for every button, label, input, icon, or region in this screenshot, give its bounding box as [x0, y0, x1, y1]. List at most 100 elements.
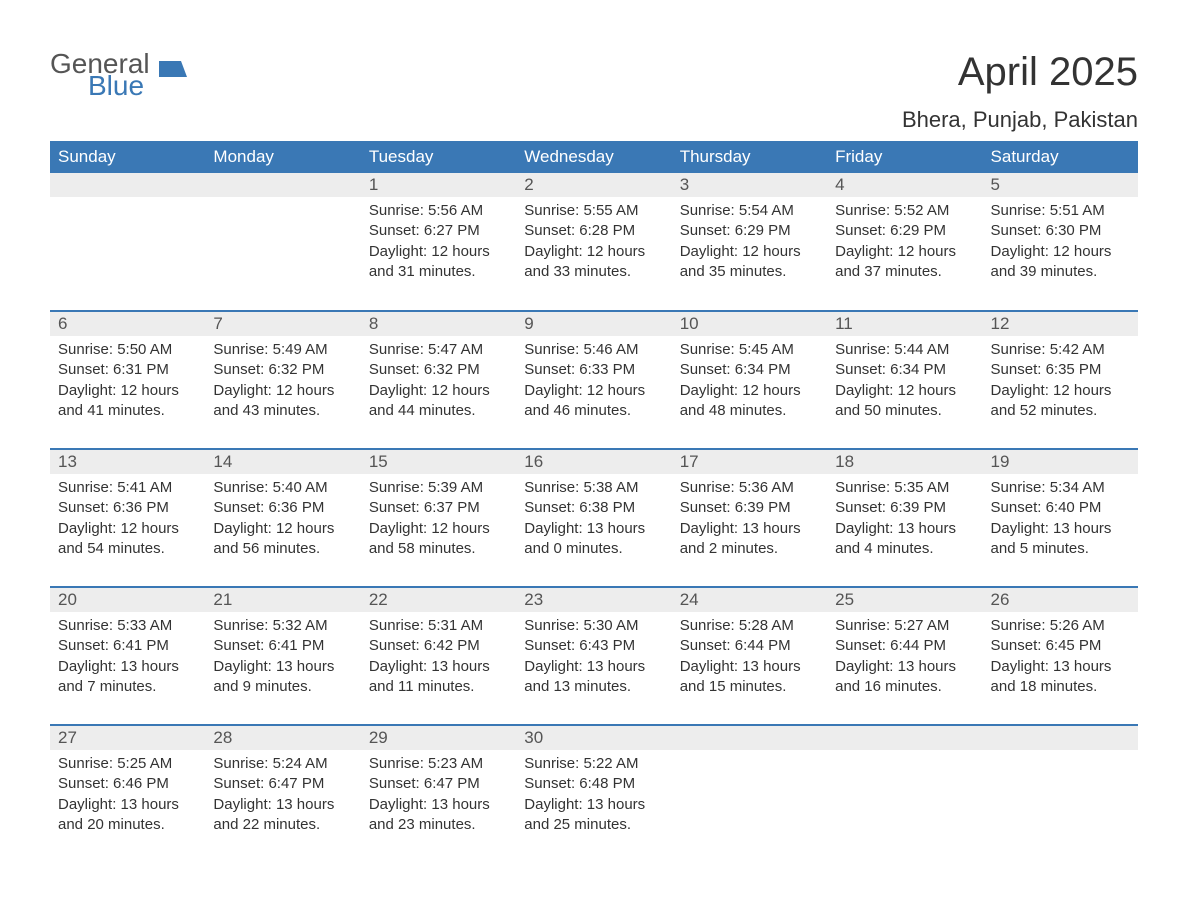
day-number: 8 [361, 312, 516, 336]
day-body: Sunrise: 5:44 AMSunset: 6:34 PMDaylight:… [827, 336, 982, 425]
daylight-line: Daylight: 12 hours and 50 minutes. [835, 381, 974, 422]
daylight-line: Daylight: 13 hours and 4 minutes. [835, 519, 974, 560]
day-number: 25 [827, 588, 982, 612]
day-body: Sunrise: 5:38 AMSunset: 6:38 PMDaylight:… [516, 474, 671, 563]
sunset-line: Sunset: 6:39 PM [680, 498, 819, 518]
sunrise-line: Sunrise: 5:46 AM [524, 340, 663, 360]
calendar-week-row: 6Sunrise: 5:50 AMSunset: 6:31 PMDaylight… [50, 311, 1138, 449]
weekday-header: Sunday [50, 141, 205, 173]
day-body: Sunrise: 5:30 AMSunset: 6:43 PMDaylight:… [516, 612, 671, 701]
sunset-line: Sunset: 6:36 PM [58, 498, 197, 518]
sunrise-line: Sunrise: 5:27 AM [835, 616, 974, 636]
calendar-cell: 13Sunrise: 5:41 AMSunset: 6:36 PMDayligh… [50, 449, 205, 587]
sunrise-line: Sunrise: 5:28 AM [680, 616, 819, 636]
weekday-header: Tuesday [361, 141, 516, 173]
sunset-line: Sunset: 6:34 PM [680, 360, 819, 380]
sunrise-line: Sunrise: 5:44 AM [835, 340, 974, 360]
day-body: Sunrise: 5:31 AMSunset: 6:42 PMDaylight:… [361, 612, 516, 701]
sunset-line: Sunset: 6:35 PM [991, 360, 1130, 380]
day-body: Sunrise: 5:35 AMSunset: 6:39 PMDaylight:… [827, 474, 982, 563]
sunrise-line: Sunrise: 5:47 AM [369, 340, 508, 360]
calendar-cell: 28Sunrise: 5:24 AMSunset: 6:47 PMDayligh… [205, 725, 360, 863]
sunrise-line: Sunrise: 5:23 AM [369, 754, 508, 774]
sunset-line: Sunset: 6:27 PM [369, 221, 508, 241]
day-number: 14 [205, 450, 360, 474]
daylight-line: Daylight: 13 hours and 23 minutes. [369, 795, 508, 836]
daylight-line: Daylight: 12 hours and 52 minutes. [991, 381, 1130, 422]
calendar-cell: 8Sunrise: 5:47 AMSunset: 6:32 PMDaylight… [361, 311, 516, 449]
calendar-cell: 2Sunrise: 5:55 AMSunset: 6:28 PMDaylight… [516, 173, 671, 311]
calendar-cell: 23Sunrise: 5:30 AMSunset: 6:43 PMDayligh… [516, 587, 671, 725]
day-number: 30 [516, 726, 671, 750]
sunrise-line: Sunrise: 5:42 AM [991, 340, 1130, 360]
calendar-cell [827, 725, 982, 863]
sunset-line: Sunset: 6:32 PM [213, 360, 352, 380]
day-body: Sunrise: 5:32 AMSunset: 6:41 PMDaylight:… [205, 612, 360, 701]
daylight-line: Daylight: 13 hours and 16 minutes. [835, 657, 974, 698]
daylight-line: Daylight: 12 hours and 39 minutes. [991, 242, 1130, 283]
weekday-header: Wednesday [516, 141, 671, 173]
day-number: 19 [983, 450, 1138, 474]
day-body [983, 750, 1138, 758]
day-body: Sunrise: 5:39 AMSunset: 6:37 PMDaylight:… [361, 474, 516, 563]
calendar-week-row: 27Sunrise: 5:25 AMSunset: 6:46 PMDayligh… [50, 725, 1138, 863]
calendar-cell: 3Sunrise: 5:54 AMSunset: 6:29 PMDaylight… [672, 173, 827, 311]
day-body: Sunrise: 5:40 AMSunset: 6:36 PMDaylight:… [205, 474, 360, 563]
brand-logo: General Blue [50, 50, 187, 100]
weekday-header: Friday [827, 141, 982, 173]
day-body: Sunrise: 5:42 AMSunset: 6:35 PMDaylight:… [983, 336, 1138, 425]
day-body: Sunrise: 5:28 AMSunset: 6:44 PMDaylight:… [672, 612, 827, 701]
day-body: Sunrise: 5:50 AMSunset: 6:31 PMDaylight:… [50, 336, 205, 425]
day-number: 23 [516, 588, 671, 612]
calendar-cell: 10Sunrise: 5:45 AMSunset: 6:34 PMDayligh… [672, 311, 827, 449]
day-body: Sunrise: 5:56 AMSunset: 6:27 PMDaylight:… [361, 197, 516, 286]
sunset-line: Sunset: 6:34 PM [835, 360, 974, 380]
day-body: Sunrise: 5:49 AMSunset: 6:32 PMDaylight:… [205, 336, 360, 425]
daylight-line: Daylight: 13 hours and 11 minutes. [369, 657, 508, 698]
day-number [672, 726, 827, 750]
sunset-line: Sunset: 6:47 PM [213, 774, 352, 794]
sunset-line: Sunset: 6:48 PM [524, 774, 663, 794]
day-body: Sunrise: 5:52 AMSunset: 6:29 PMDaylight:… [827, 197, 982, 286]
day-body: Sunrise: 5:23 AMSunset: 6:47 PMDaylight:… [361, 750, 516, 839]
header: General Blue April 2025 Bhera, Punjab, P… [50, 50, 1138, 133]
sunrise-line: Sunrise: 5:32 AM [213, 616, 352, 636]
day-number: 17 [672, 450, 827, 474]
sunrise-line: Sunrise: 5:34 AM [991, 478, 1130, 498]
sunrise-line: Sunrise: 5:56 AM [369, 201, 508, 221]
day-body: Sunrise: 5:54 AMSunset: 6:29 PMDaylight:… [672, 197, 827, 286]
day-body: Sunrise: 5:46 AMSunset: 6:33 PMDaylight:… [516, 336, 671, 425]
calendar-cell: 6Sunrise: 5:50 AMSunset: 6:31 PMDaylight… [50, 311, 205, 449]
calendar-cell: 14Sunrise: 5:40 AMSunset: 6:36 PMDayligh… [205, 449, 360, 587]
day-number: 9 [516, 312, 671, 336]
daylight-line: Daylight: 12 hours and 44 minutes. [369, 381, 508, 422]
daylight-line: Daylight: 13 hours and 13 minutes. [524, 657, 663, 698]
day-number: 13 [50, 450, 205, 474]
sunrise-line: Sunrise: 5:24 AM [213, 754, 352, 774]
title-block: April 2025 Bhera, Punjab, Pakistan [902, 50, 1138, 133]
daylight-line: Daylight: 12 hours and 41 minutes. [58, 381, 197, 422]
calendar-week-row: 13Sunrise: 5:41 AMSunset: 6:36 PMDayligh… [50, 449, 1138, 587]
day-number: 26 [983, 588, 1138, 612]
sunrise-line: Sunrise: 5:50 AM [58, 340, 197, 360]
calendar-cell: 20Sunrise: 5:33 AMSunset: 6:41 PMDayligh… [50, 587, 205, 725]
day-number: 12 [983, 312, 1138, 336]
calendar-cell: 26Sunrise: 5:26 AMSunset: 6:45 PMDayligh… [983, 587, 1138, 725]
calendar-week-row: 1Sunrise: 5:56 AMSunset: 6:27 PMDaylight… [50, 173, 1138, 311]
day-body: Sunrise: 5:27 AMSunset: 6:44 PMDaylight:… [827, 612, 982, 701]
calendar-cell: 1Sunrise: 5:56 AMSunset: 6:27 PMDaylight… [361, 173, 516, 311]
daylight-line: Daylight: 12 hours and 46 minutes. [524, 381, 663, 422]
day-number [205, 173, 360, 197]
sunset-line: Sunset: 6:31 PM [58, 360, 197, 380]
sunrise-line: Sunrise: 5:49 AM [213, 340, 352, 360]
daylight-line: Daylight: 12 hours and 33 minutes. [524, 242, 663, 283]
day-body: Sunrise: 5:33 AMSunset: 6:41 PMDaylight:… [50, 612, 205, 701]
day-body [672, 750, 827, 758]
calendar-cell: 25Sunrise: 5:27 AMSunset: 6:44 PMDayligh… [827, 587, 982, 725]
calendar-cell [205, 173, 360, 311]
brand-part2: Blue [88, 72, 187, 100]
calendar-cell: 19Sunrise: 5:34 AMSunset: 6:40 PMDayligh… [983, 449, 1138, 587]
day-number: 6 [50, 312, 205, 336]
sunrise-line: Sunrise: 5:33 AM [58, 616, 197, 636]
sunrise-line: Sunrise: 5:25 AM [58, 754, 197, 774]
